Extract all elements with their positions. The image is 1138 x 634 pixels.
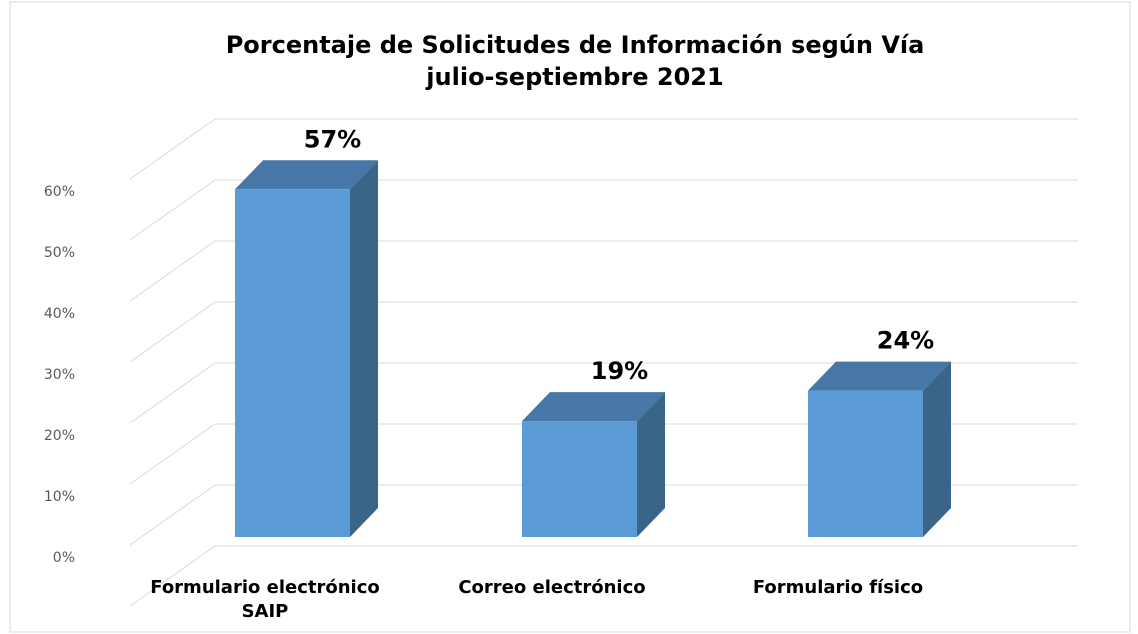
- bar-top: [808, 361, 951, 391]
- x-tick-label: Formulario electrónico SAIP: [150, 577, 380, 622]
- chart-subtitle: julio-septiembre 2021: [425, 63, 723, 91]
- grid-line: [129, 179, 216, 241]
- bar-top: [235, 160, 378, 190]
- y-tick-label: 0%: [53, 550, 75, 566]
- chart-title: Porcentaje de Solicitudes de Información…: [226, 31, 925, 59]
- bar: [808, 390, 923, 537]
- grid-line: [129, 301, 216, 363]
- bar-top: [522, 392, 665, 422]
- data-label: 24%: [877, 327, 934, 355]
- x-tick-label: Formulario físico: [753, 577, 923, 598]
- bar-side: [637, 392, 665, 537]
- grid-line: [129, 545, 216, 607]
- bar: [235, 189, 350, 538]
- data-label: 57%: [304, 125, 361, 153]
- bar-side: [923, 361, 951, 537]
- y-tick-label: 60%: [44, 184, 75, 200]
- y-tick-label: 50%: [44, 245, 75, 261]
- y-tick-label: 30%: [44, 367, 75, 383]
- grid-line: [129, 484, 216, 546]
- y-tick-label: 10%: [44, 489, 75, 505]
- data-label: 19%: [591, 357, 648, 385]
- y-tick-label: 20%: [44, 428, 75, 444]
- grid-line: [129, 240, 216, 302]
- chart-frame: [9, 1, 1131, 633]
- x-tick-label: Correo electrónico: [458, 577, 645, 598]
- bar-side: [350, 160, 378, 538]
- wall-edge: [129, 118, 216, 180]
- bar: [522, 421, 637, 537]
- y-tick-label: 40%: [44, 306, 75, 322]
- grid-line: [129, 362, 216, 424]
- grid-line: [129, 423, 216, 485]
